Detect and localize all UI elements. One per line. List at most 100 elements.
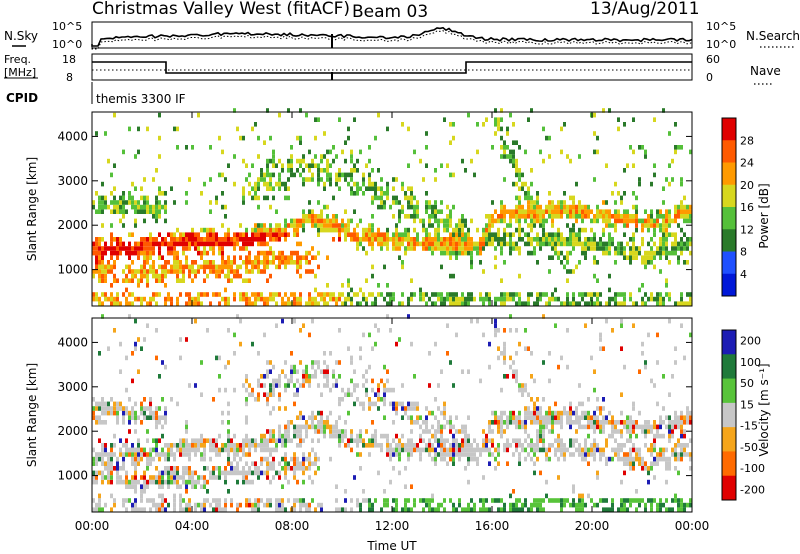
velocity-cell bbox=[581, 493, 584, 499]
power-cell bbox=[152, 237, 155, 242]
power-cell bbox=[167, 241, 170, 247]
power-cell bbox=[296, 296, 299, 302]
power-cell bbox=[308, 177, 311, 182]
velocity-cell bbox=[164, 420, 167, 425]
power-cell bbox=[443, 227, 446, 233]
power-cell bbox=[542, 223, 545, 228]
power-cell bbox=[287, 158, 290, 164]
velocity-cell bbox=[119, 466, 122, 471]
velocity-cell bbox=[218, 447, 221, 453]
velocity-cell bbox=[632, 424, 635, 430]
velocity-cell bbox=[347, 392, 350, 397]
power-cell bbox=[599, 292, 602, 297]
power-cell bbox=[164, 269, 167, 274]
velocity-cell bbox=[134, 415, 137, 420]
velocity-cell bbox=[440, 443, 443, 448]
velocity-cell bbox=[101, 406, 104, 411]
power-cell bbox=[260, 296, 263, 302]
power-cell bbox=[488, 301, 491, 306]
power-cell bbox=[416, 241, 419, 247]
power-cell bbox=[179, 269, 182, 274]
power-cell bbox=[530, 181, 533, 187]
velocity-cell bbox=[257, 397, 260, 402]
velocity-cell bbox=[125, 355, 128, 361]
power-cell bbox=[386, 283, 389, 288]
power-cell bbox=[182, 264, 185, 270]
power-cell bbox=[377, 232, 380, 237]
power-cell bbox=[350, 177, 353, 182]
velocity-cell bbox=[434, 438, 437, 443]
velocity-cell bbox=[173, 502, 176, 508]
velocity-cell bbox=[326, 383, 329, 388]
power-cell bbox=[329, 149, 332, 155]
velocity-cell bbox=[92, 406, 95, 411]
velocity-colorbar-tick: -50 bbox=[740, 441, 758, 454]
power-cell bbox=[407, 246, 410, 251]
power-cell bbox=[494, 246, 497, 251]
power-cell bbox=[311, 296, 314, 302]
power-cell bbox=[101, 273, 104, 279]
power-cell bbox=[275, 301, 278, 306]
velocity-cell bbox=[353, 369, 356, 374]
power-cell bbox=[197, 264, 200, 270]
power-cell bbox=[362, 227, 365, 233]
power-cell bbox=[260, 237, 263, 242]
power-cell bbox=[464, 246, 467, 251]
power-cell bbox=[437, 241, 440, 247]
freq-tick-bottom: 8 bbox=[66, 71, 73, 84]
power-cell bbox=[263, 140, 266, 145]
power-cell bbox=[461, 301, 464, 306]
velocity-cell bbox=[347, 346, 350, 351]
power-cell bbox=[575, 214, 578, 219]
velocity-cell bbox=[434, 456, 437, 462]
velocity-cell bbox=[521, 424, 524, 430]
velocity-cell bbox=[485, 447, 488, 453]
power-cell bbox=[602, 209, 605, 214]
velocity-cell bbox=[413, 401, 416, 407]
velocity-cell bbox=[122, 410, 125, 416]
velocity-cell bbox=[446, 447, 449, 453]
velocity-cell bbox=[236, 507, 239, 512]
power-cell bbox=[257, 135, 260, 141]
velocity-cell bbox=[530, 374, 533, 379]
power-cell bbox=[425, 200, 428, 205]
power-cell bbox=[326, 177, 329, 182]
power-cell bbox=[452, 204, 455, 210]
power-cell bbox=[362, 177, 365, 182]
velocity-cell bbox=[161, 502, 164, 508]
velocity-cell bbox=[590, 424, 593, 430]
velocity-cell bbox=[548, 420, 551, 425]
power-cell bbox=[194, 269, 197, 274]
velocity-cell bbox=[194, 470, 197, 476]
velocity-cell bbox=[383, 387, 386, 393]
nave-tick-bottom: 0 bbox=[706, 71, 713, 84]
power-cell bbox=[200, 292, 203, 297]
power-cell bbox=[689, 209, 692, 214]
power-cell bbox=[122, 149, 125, 155]
power-cell bbox=[224, 214, 227, 219]
power-cell bbox=[122, 209, 125, 214]
velocity-cell bbox=[635, 433, 638, 439]
power-cell bbox=[659, 241, 662, 247]
power-cell bbox=[344, 140, 347, 145]
velocity-cell bbox=[617, 456, 620, 462]
power-cell bbox=[260, 260, 263, 265]
velocity-cell bbox=[158, 475, 161, 480]
velocity-cell bbox=[548, 406, 551, 411]
velocity-cell bbox=[137, 369, 140, 374]
velocity-cell bbox=[233, 466, 236, 471]
velocity-cell bbox=[341, 433, 344, 439]
velocity-cell bbox=[338, 401, 341, 407]
power-cell bbox=[659, 237, 662, 242]
power-cell bbox=[548, 255, 551, 260]
velocity-cell bbox=[410, 452, 413, 457]
velocity-cell bbox=[626, 461, 629, 466]
power-cell bbox=[452, 227, 455, 233]
velocity-cell bbox=[101, 410, 104, 416]
power-cell bbox=[530, 218, 533, 224]
power-cell bbox=[152, 241, 155, 247]
power-cell bbox=[503, 145, 506, 150]
velocity-cell bbox=[662, 374, 665, 379]
velocity-cell bbox=[572, 489, 575, 494]
power-cell bbox=[134, 241, 137, 247]
